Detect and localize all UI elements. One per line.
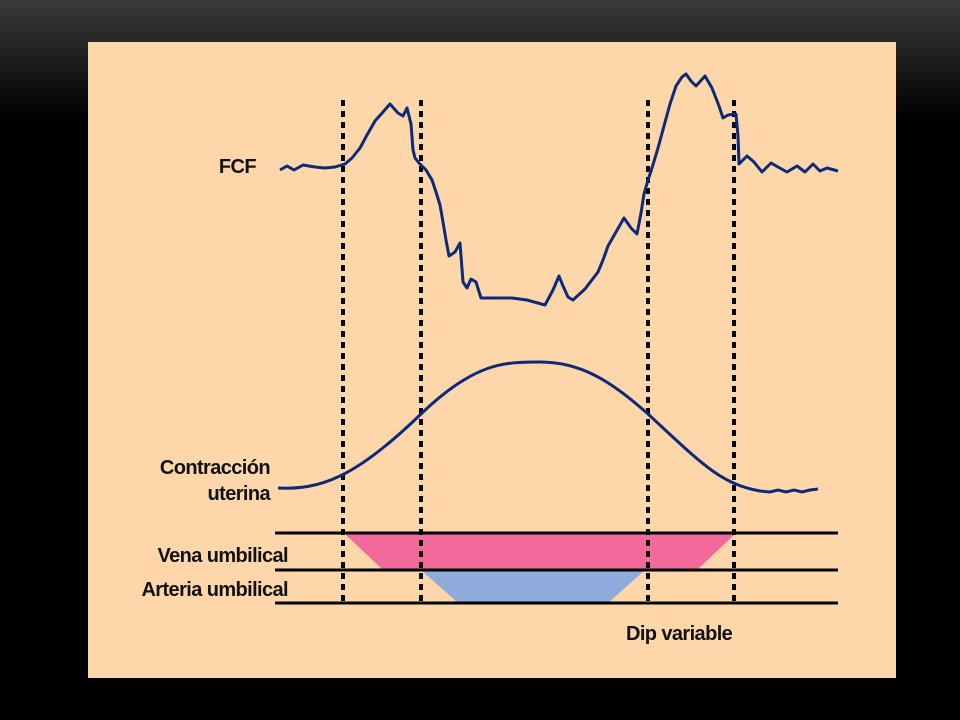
- umbilical-vein-label: Vena umbilical: [157, 545, 288, 567]
- fcf-trace: [279, 72, 839, 307]
- dip-variable-label: Dip variable: [626, 623, 733, 645]
- contraction-label-line1: Contracción: [160, 457, 270, 479]
- umbilical-artery-occlusion-area: [421, 570, 645, 603]
- contraction-label-line2: uterina: [208, 483, 272, 505]
- fcf-label: FCF: [219, 156, 256, 178]
- uterine-contraction-curve: [277, 360, 819, 494]
- umbilical-vein-occlusion-area: [344, 533, 736, 570]
- umbilical-artery-label: Arteria umbilical: [141, 579, 288, 601]
